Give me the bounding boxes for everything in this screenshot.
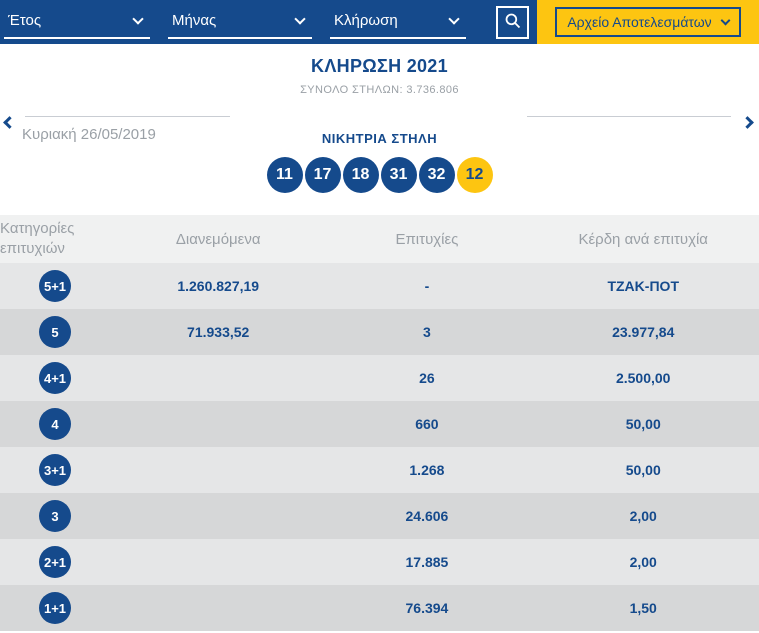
category-badge: 4 [39, 408, 72, 440]
prize-value: 2,00 [629, 508, 657, 524]
table-row: 4 660 50,00 [0, 401, 759, 447]
distributed-value: 71.933,52 [187, 324, 250, 340]
prize-value: 50,00 [625, 462, 661, 478]
prize-value: 23.977,84 [612, 324, 675, 340]
winning-number-ball: 11 [266, 157, 303, 193]
chevron-down-icon [720, 15, 731, 26]
category-badge: 5 [39, 316, 72, 348]
category-badge: 2+1 [39, 546, 72, 578]
category-badge: 4+1 [39, 362, 72, 394]
results-table: Κατηγορίες επιτυχιών Διανεμόμενα Επιτυχί… [0, 215, 759, 631]
winning-number-ball: 32 [418, 157, 455, 193]
filter-dropdown[interactable]: Μήνας [168, 12, 312, 39]
category-badge: 5+1 [39, 270, 72, 302]
total-columns: ΣΥΝΟΛΟ ΣΤΗΛΩΝ: 3.736.806 [300, 84, 459, 96]
chevron-down-icon [448, 13, 460, 25]
table-row: 2+1 17.885 2,00 [0, 539, 759, 585]
magnifier-icon [504, 12, 522, 33]
archive-results-button[interactable]: Αρχείο Αποτελεσμάτων [555, 7, 741, 37]
table-row: 5+1 1.260.827,19 - ΤΖΑΚ-ΠΟΤ [0, 263, 759, 309]
chevron-down-icon [294, 13, 306, 25]
wins-value: 660 [415, 416, 439, 432]
table-header-row: Κατηγορίες επιτυχιών Διανεμόμενα Επιτυχί… [0, 215, 759, 263]
wins-value: 17.885 [405, 554, 449, 570]
wins-value: 24.606 [405, 508, 449, 524]
table-row: 3 24.606 2,00 [0, 493, 759, 539]
winning-number-ball: 12 [456, 157, 493, 193]
archive-zone: Αρχείο Αποτελεσμάτων [537, 0, 759, 44]
winning-numbers: 11 17 18 31 32 12 [0, 157, 759, 193]
filter-toolbar: Έτος Μήνας Κλήρωση Αρχείο Αποτελεσμάτων [0, 0, 759, 44]
category-badge: 3+1 [39, 454, 72, 486]
archive-results-label: Αρχείο Αποτελεσμάτων [567, 14, 712, 30]
filter-label: Έτος [8, 12, 42, 29]
divider-left [25, 116, 230, 117]
prize-value: 2.500,00 [615, 370, 671, 386]
chevron-right-icon [741, 116, 754, 129]
draw-title: ΚΛΗΡΩΣΗ 2021 [311, 56, 448, 76]
winning-number-ball: 18 [342, 157, 379, 193]
prize-value: ΤΖΑΚ-ΠΟΤ [607, 278, 679, 294]
filter-label: Κλήρωση [334, 12, 398, 29]
prize-value: 50,00 [625, 416, 661, 432]
wins-value: 76.394 [405, 600, 449, 616]
filter-dropdown[interactable]: Κλήρωση [330, 12, 466, 39]
winning-number-ball: 31 [380, 157, 417, 193]
wins-value: - [424, 278, 430, 294]
column-header-category: Κατηγορίες επιτυχιών [0, 219, 75, 257]
prize-value: 2,00 [629, 554, 657, 570]
column-header-distributed: Διανεμόμενα [175, 230, 261, 248]
filter-dropdowns: Έτος Μήνας Κλήρωση [0, 0, 496, 44]
column-header-prize: Κέρδη ανά επιτυχία [578, 230, 708, 248]
distributed-value: 1.260.827,19 [177, 278, 260, 294]
table-row: 3+1 1.268 50,00 [0, 447, 759, 493]
draw-title-block: ΚΛΗΡΩΣΗ 2021 ΣΥΝΟΛΟ ΣΤΗΛΩΝ: 3.736.806 [0, 56, 759, 96]
draw-header: Κυριακή 26/05/2019 ΚΛΗΡΩΣΗ 2021 ΣΥΝΟΛΟ Σ… [0, 44, 759, 143]
winning-number-ball: 17 [304, 157, 341, 193]
previous-draw-button[interactable] [3, 116, 16, 129]
category-badge: 1+1 [39, 592, 72, 624]
table-row: 1+1 76.394 1,50 [0, 585, 759, 631]
column-header-wins: Επιτυχίες [395, 230, 459, 248]
prize-value: 1,50 [629, 600, 657, 616]
divider-right [527, 116, 731, 117]
filter-label: Μήνας [172, 12, 217, 29]
chevron-down-icon [132, 13, 144, 25]
table-row: 4+1 26 2.500,00 [0, 355, 759, 401]
filter-dropdown[interactable]: Έτος [4, 12, 150, 39]
chevron-left-icon [3, 116, 16, 129]
wins-value: 26 [419, 370, 435, 386]
winning-column-title: ΝΙΚΗΤΡΙΑ ΣΤΗΛΗ [321, 131, 438, 146]
next-draw-button[interactable] [741, 116, 754, 129]
draw-date: Κυριακή 26/05/2019 [22, 126, 156, 143]
table-row: 5 71.933,52 3 23.977,84 [0, 309, 759, 355]
wins-value: 1.268 [409, 462, 445, 478]
winning-column-section: ΝΙΚΗΤΡΙΑ ΣΤΗΛΗ 11 17 18 31 32 12 [0, 118, 759, 215]
category-badge: 3 [39, 500, 72, 532]
wins-value: 3 [423, 324, 431, 340]
search-button[interactable] [496, 5, 529, 39]
